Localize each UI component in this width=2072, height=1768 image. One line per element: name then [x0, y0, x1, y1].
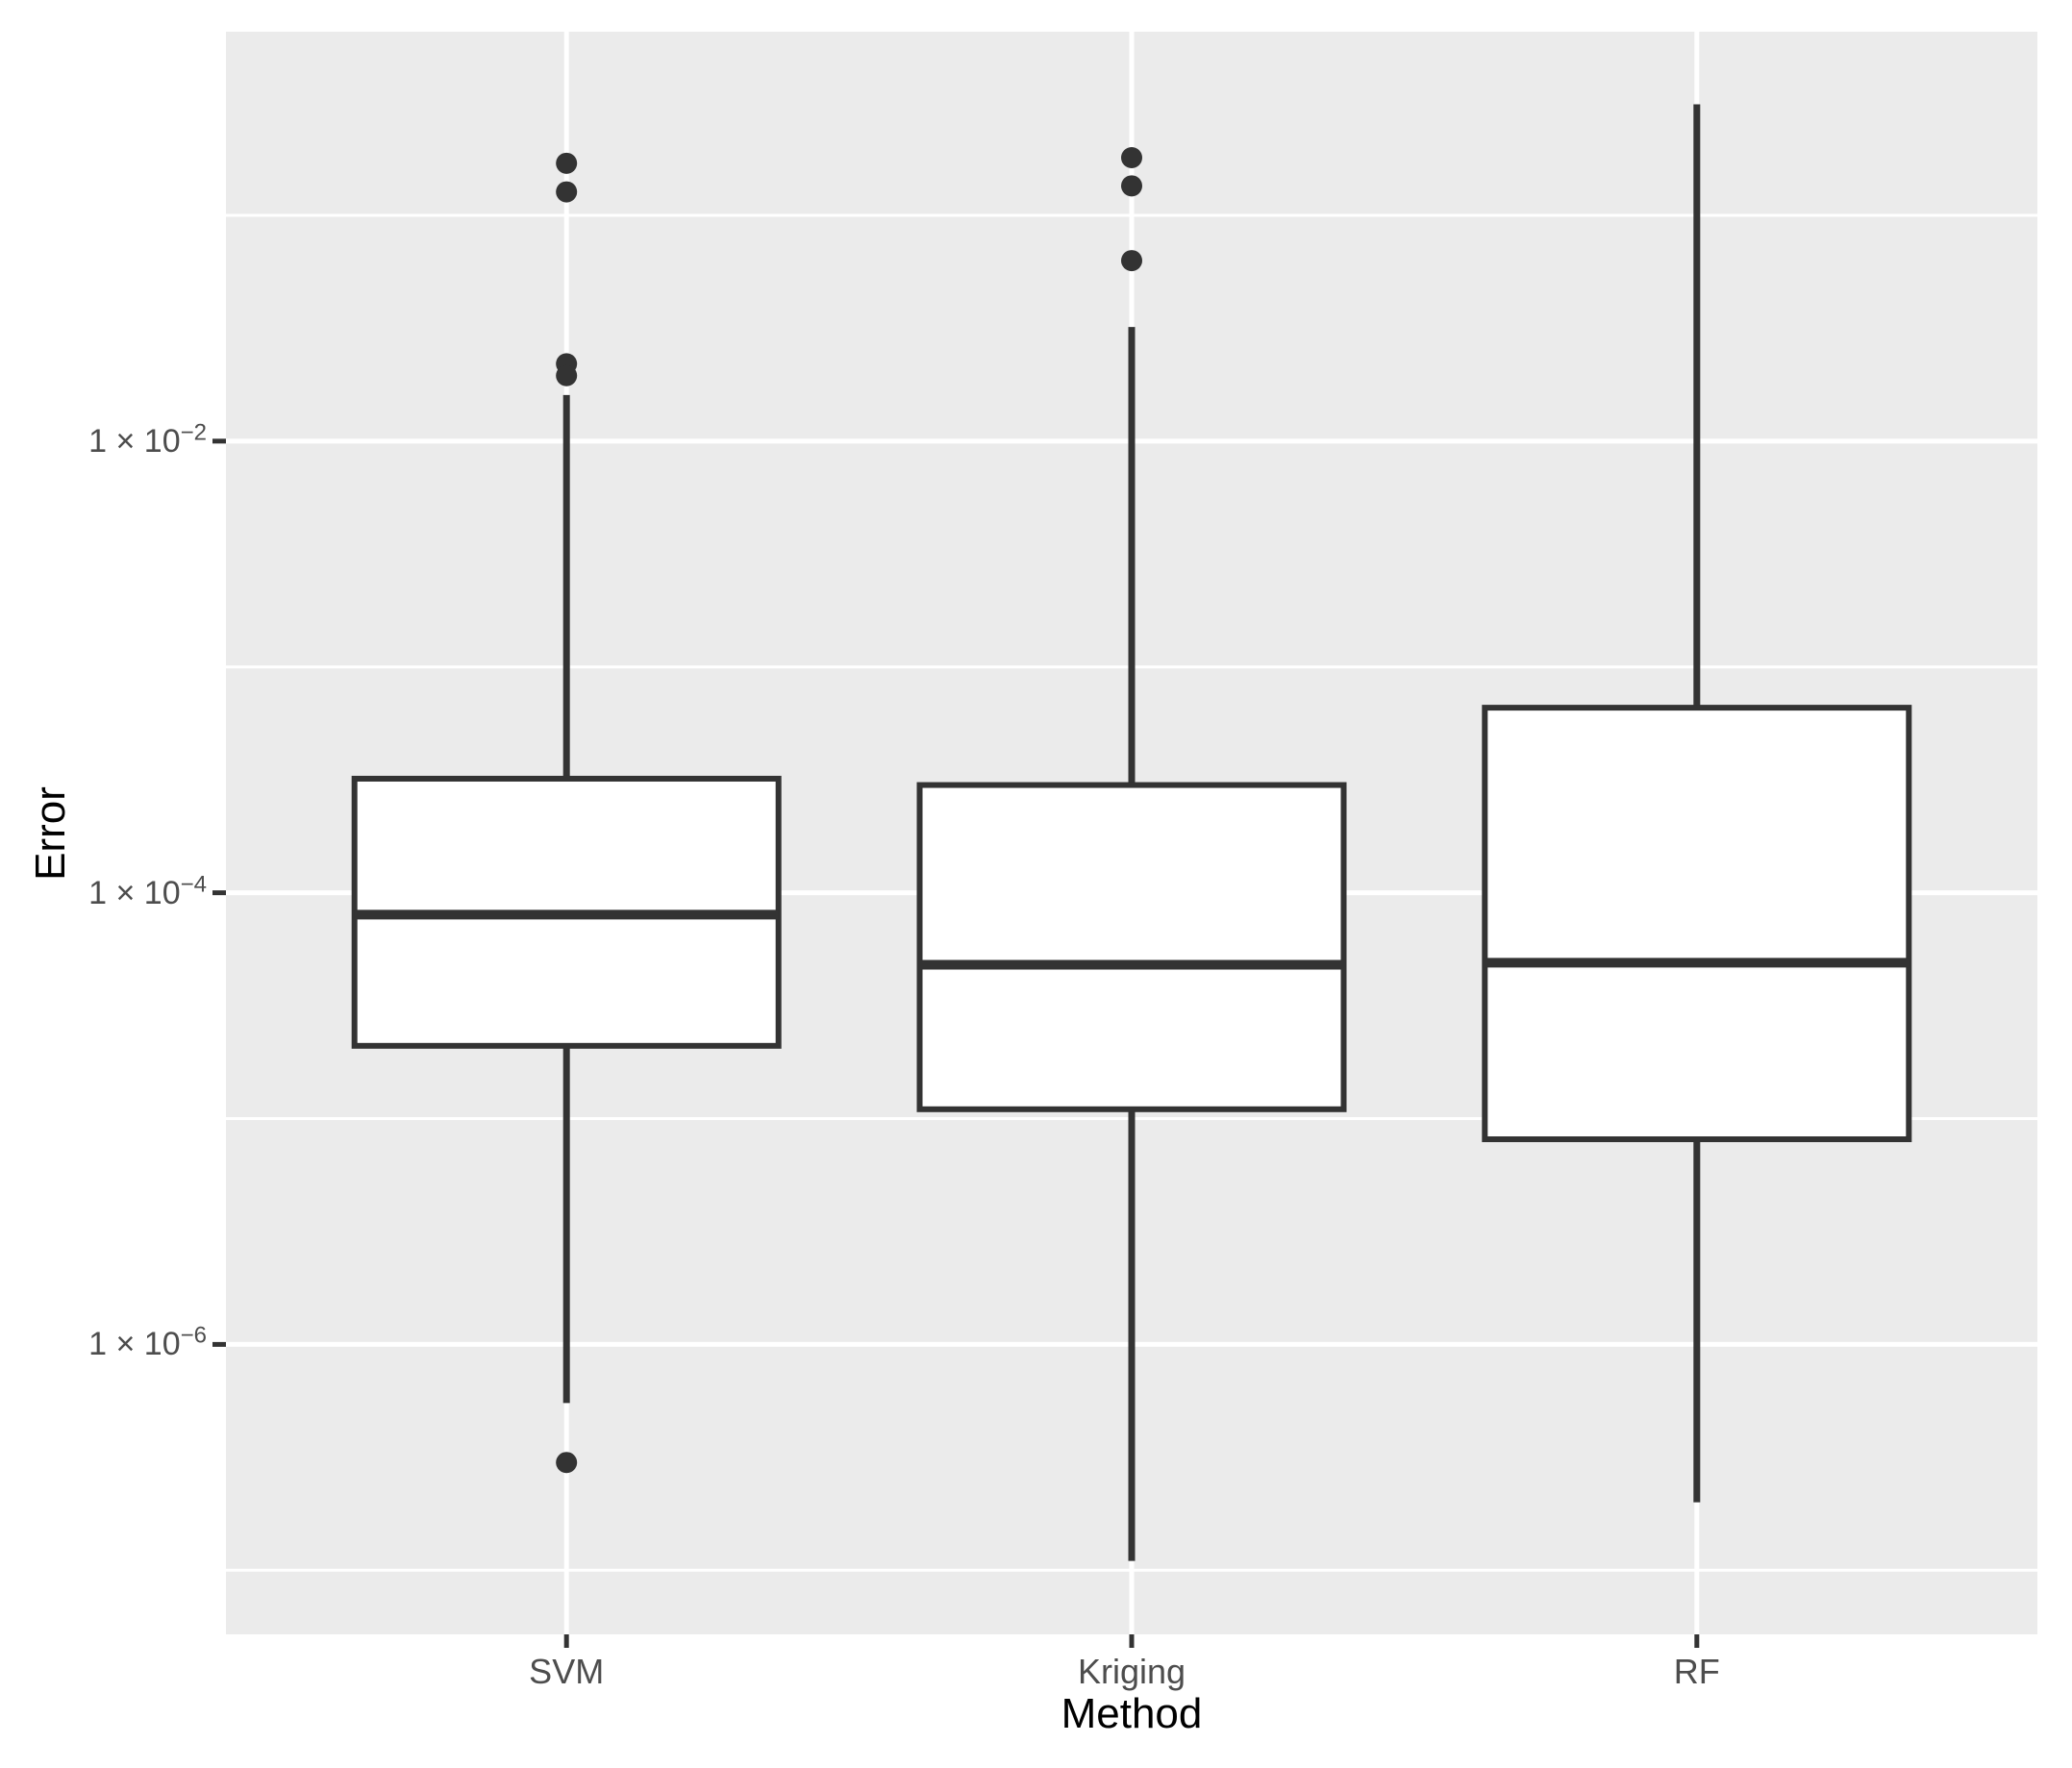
- outlier-point-kriging: [1121, 250, 1142, 272]
- y-tick-label: 1 × 10−2: [88, 419, 207, 460]
- box-rf: [1482, 705, 1912, 1143]
- y-axis-title: Error: [27, 785, 74, 881]
- outlier-point-svm: [556, 152, 578, 174]
- x-tick-label-svm: SVM: [529, 1652, 605, 1691]
- x-tick-label-kriging: Kriging: [1077, 1652, 1186, 1691]
- x-tick-label-rf: RF: [1673, 1652, 1720, 1691]
- outlier-point-svm: [556, 181, 578, 203]
- boxplots-group: [351, 104, 1912, 1561]
- y-tick-label: 1 × 10−6: [88, 1323, 207, 1363]
- y-tick-label: 1 × 10−4: [88, 871, 207, 911]
- x-axis-title: Method: [1061, 1690, 1203, 1737]
- outlier-point-svm: [556, 364, 578, 386]
- box-kriging: [916, 782, 1347, 1112]
- outlier-point-kriging: [1121, 175, 1142, 197]
- outlier-point-kriging: [1121, 146, 1142, 168]
- axis-ticks-group: [212, 438, 1700, 1648]
- outlier-point-svm: [556, 1452, 578, 1474]
